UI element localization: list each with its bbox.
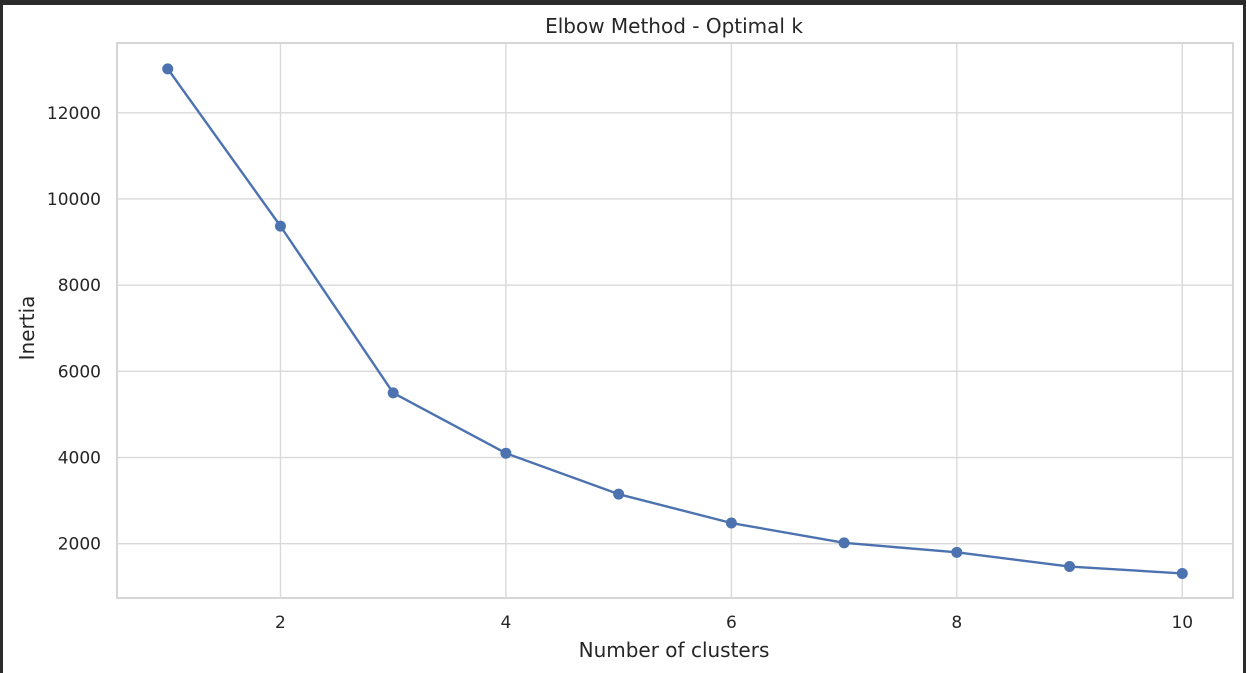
figure-frame: 2 4 6 8 10 2000 4000 6000 8000 10000 12000 Elbow … (3, 5, 1243, 673)
data-point (387, 387, 399, 399)
y-tick-label: 4000 (58, 449, 101, 469)
plot-area (116, 42, 1234, 599)
y-tick-label: 6000 (58, 362, 101, 382)
data-point (838, 537, 850, 549)
y-tick-labels: 2000 4000 6000 8000 10000 12000 (47, 104, 101, 555)
x-tick-label: 10 (1171, 613, 1193, 633)
y-tick-label: 12000 (47, 104, 101, 124)
x-tick-labels: 2 4 6 8 10 (275, 613, 1193, 633)
series-line (166, 68, 1183, 575)
x-tick-label: 2 (275, 613, 286, 633)
elbow-chart: 2 4 6 8 10 2000 4000 6000 8000 10000 12000 Elbow … (15, 14, 1234, 662)
x-tick-label: 4 (500, 613, 511, 633)
y-tick-label: 8000 (58, 276, 101, 296)
data-point (1176, 567, 1188, 579)
x-tick-label: 6 (726, 613, 737, 633)
data-point (613, 488, 625, 500)
x-axis-label: Number of clusters (579, 638, 770, 662)
data-point (725, 517, 737, 529)
x-grid (279, 43, 1183, 598)
x-tick-label: 8 (951, 613, 962, 633)
y-tick-label: 10000 (47, 190, 101, 210)
data-point (274, 220, 286, 232)
data-point (500, 447, 512, 459)
chart-title: Elbow Method - Optimal k (545, 14, 803, 38)
y-tick-label: 2000 (58, 535, 101, 555)
series-layer (162, 63, 1188, 579)
data-point (1064, 561, 1076, 573)
data-point (951, 546, 963, 558)
y-grid (117, 112, 1233, 545)
y-axis-label: Inertia (15, 296, 39, 361)
data-point (162, 63, 174, 75)
